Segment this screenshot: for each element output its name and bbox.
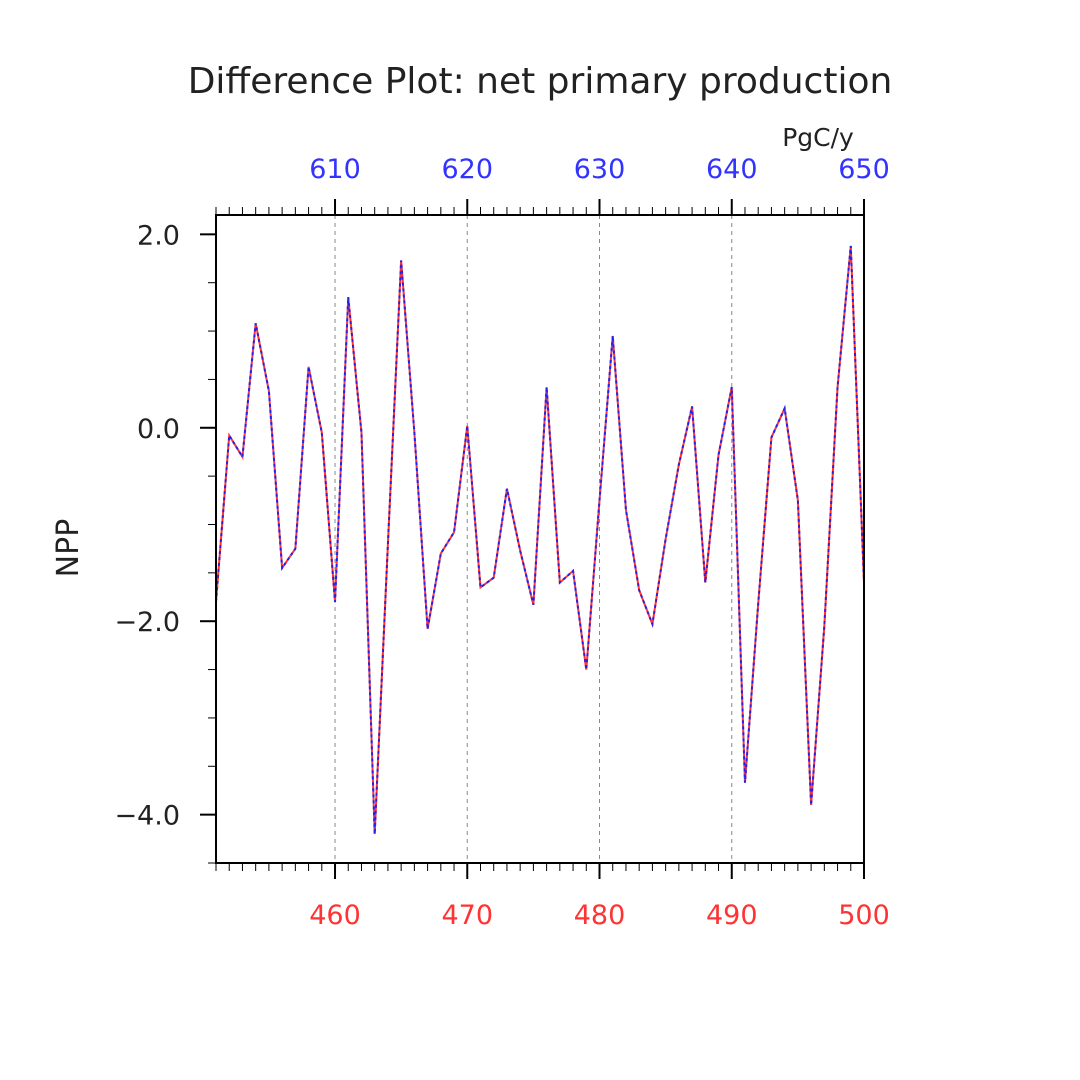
series-layer — [215, 245, 865, 835]
y-tick-label: −4.0 — [114, 801, 180, 832]
x-top-tick-label: 620 — [441, 154, 493, 185]
x-bottom-tick-label: 500 — [838, 900, 890, 931]
x-bottom-tick-label: 480 — [574, 900, 626, 931]
series-line-1 — [215, 245, 865, 835]
plot-frame — [215, 214, 865, 864]
y-tick-label: −2.0 — [114, 607, 180, 638]
x-top-tick-label: 650 — [838, 154, 890, 185]
y-tick-label: 0.0 — [137, 414, 180, 445]
x-bottom-tick-label: 470 — [441, 900, 493, 931]
series-line-2 — [215, 245, 865, 835]
y-tick-label: 2.0 — [137, 220, 180, 251]
units-label: PgC/y — [782, 123, 854, 152]
x-bottom-tick-label: 490 — [706, 900, 758, 931]
x-top-tick-label: 630 — [574, 154, 626, 185]
axis-layer: 2.0 0.0 −2.0 −4.0 460 470 480 490 500 610 620 630 64… — [114, 154, 889, 931]
grid-layer — [334, 215, 733, 863]
chart-title: Difference Plot: net primary production — [188, 61, 893, 102]
y-axis-label: NPP — [51, 519, 86, 578]
x-top-tick-label: 640 — [706, 154, 758, 185]
x-bottom-tick-label: 460 — [309, 900, 361, 931]
x-top-tick-label: 610 — [309, 154, 361, 185]
